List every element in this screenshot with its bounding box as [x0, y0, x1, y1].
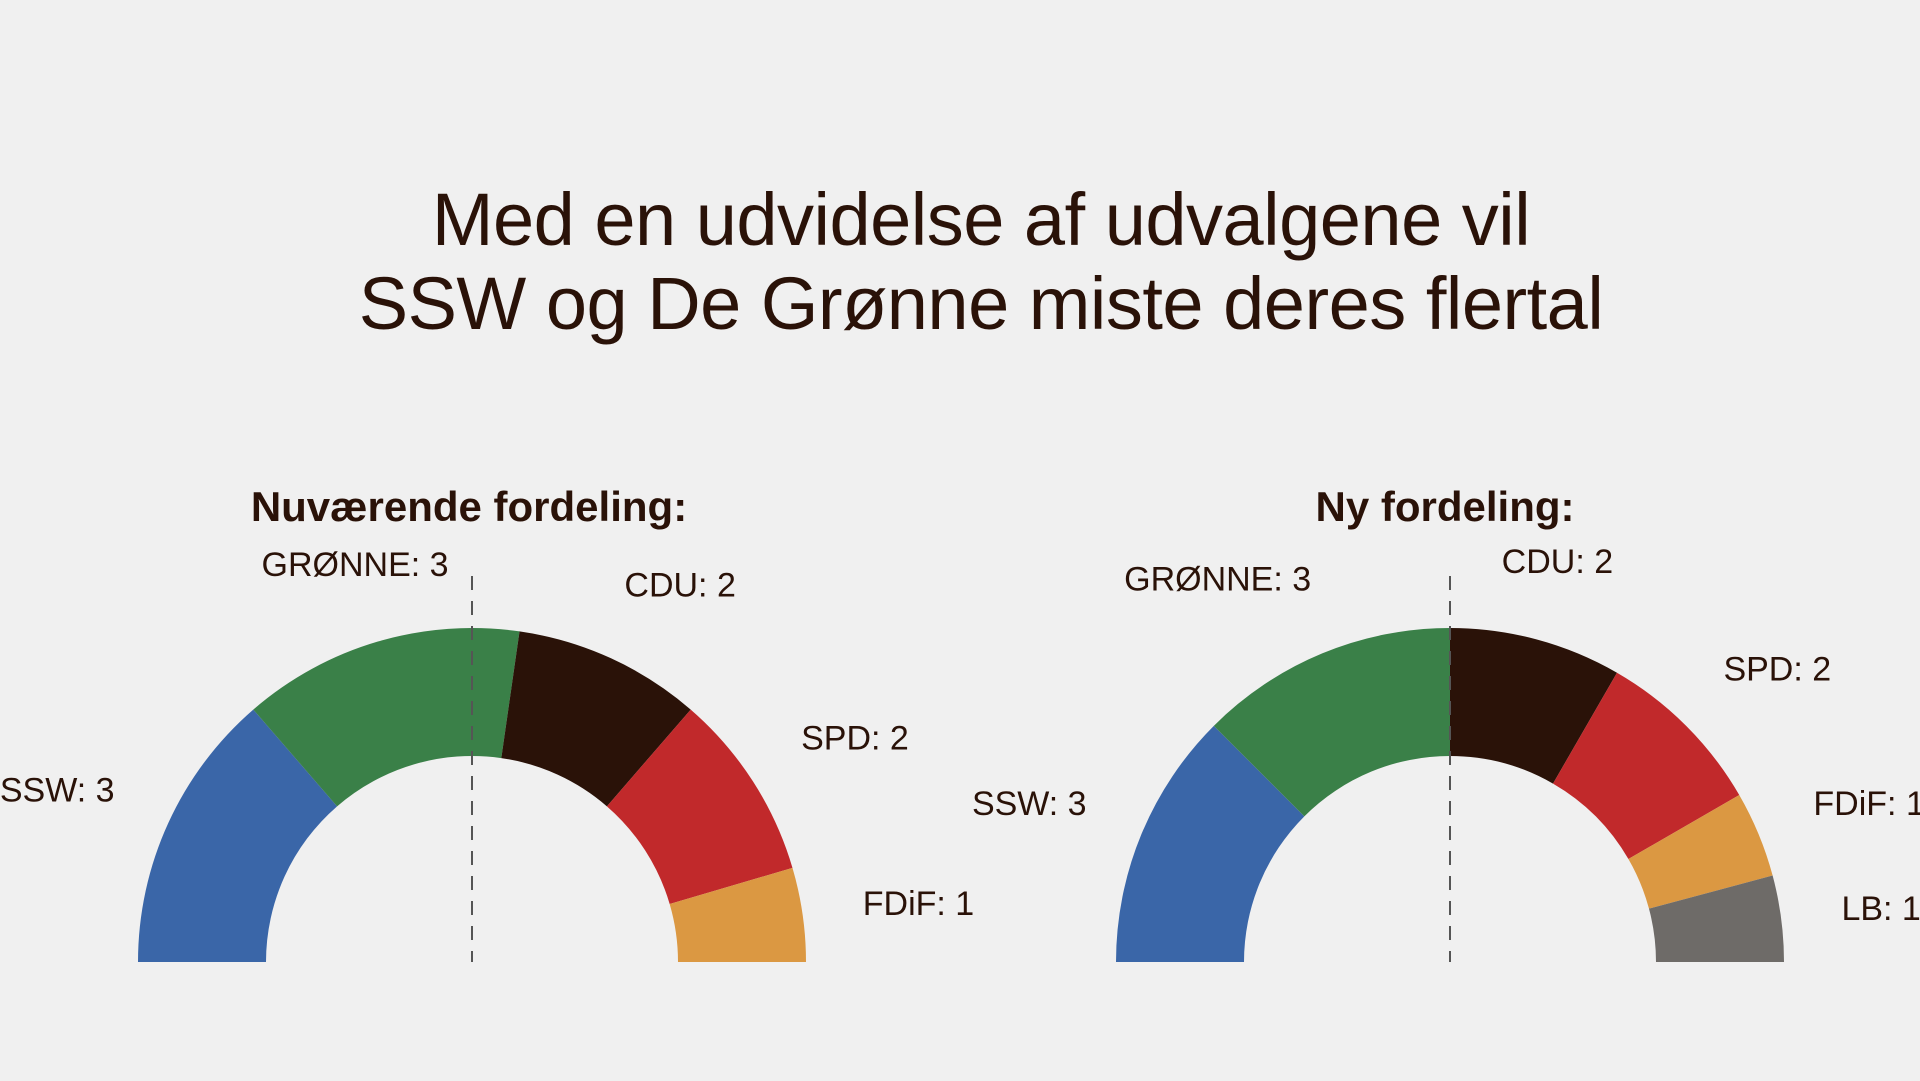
slice-fdif [669, 867, 806, 962]
slice-grønne [1213, 628, 1450, 817]
chart-title-new: Ny fordeling: [1315, 483, 1575, 530]
slice-spd [606, 709, 793, 904]
slice-ssw [138, 709, 338, 962]
title-line-2: SSW og De Grønne miste deres flertal [358, 262, 1604, 345]
slice-label-spd: SPD: 2 [801, 720, 909, 758]
slice-label-fdif: FDiF: 1 [863, 885, 974, 923]
page-title: Med en udvidelse af udvalgene vil SSW og… [0, 178, 1920, 346]
slice-cdu [1450, 628, 1617, 784]
slice-label-cdu: CDU: 2 [624, 567, 735, 605]
slice-spd [1553, 672, 1740, 859]
slice-cdu [501, 631, 691, 807]
slice-label-spd: SPD: 2 [1723, 651, 1831, 689]
chart-1: SSW: 3 GRØNNE: 3 CDU: 2 SPD: 2 FDiF: 1 LB: 1 [972, 543, 1920, 962]
slice-label-grønne: GRØNNE: 3 [1124, 561, 1311, 599]
slice-label-ssw: SSW: 3 [972, 785, 1087, 823]
slice-ssw [1116, 725, 1305, 962]
slice-label-grønne: GRØNNE: 3 [262, 546, 449, 584]
title-line-1: Med en udvidelse af udvalgene vil [431, 178, 1531, 261]
slice-label-lb: LB: 1 [1841, 890, 1920, 928]
slice-lb [1648, 875, 1784, 962]
chart-title-current: Nuværende fordeling: [250, 483, 688, 530]
slice-fdif [1628, 795, 1773, 909]
chart-0: SSW: 3 GRØNNE: 3 CDU: 2 SPD: 2 FDiF: 1 [0, 546, 974, 962]
slice-label-cdu: CDU: 2 [1502, 543, 1613, 581]
slice-grønne [253, 628, 520, 807]
slice-label-ssw: SSW: 3 [0, 772, 115, 810]
slice-label-fdif: FDiF: 1 [1813, 785, 1920, 823]
